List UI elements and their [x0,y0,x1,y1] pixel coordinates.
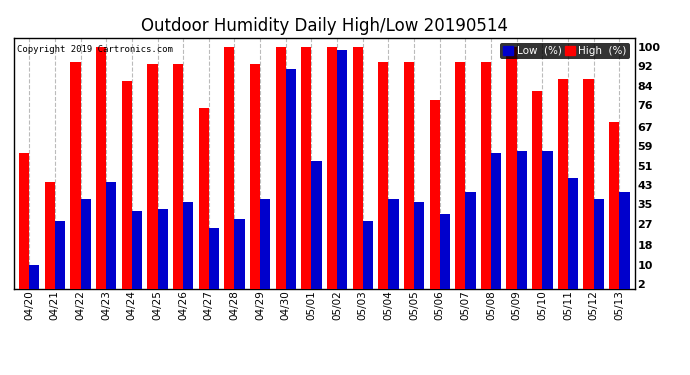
Bar [224,47,235,289]
Bar [199,108,209,289]
Bar [157,209,168,289]
Bar [70,62,81,289]
Bar [506,47,517,289]
Bar [29,265,39,289]
Bar [337,50,347,289]
Bar [235,219,245,289]
Bar [568,178,578,289]
Bar [209,228,219,289]
Bar [173,64,183,289]
Bar [250,64,260,289]
Title: Outdoor Humidity Daily High/Low 20190514: Outdoor Humidity Daily High/Low 20190514 [141,16,508,34]
Bar [302,47,311,289]
Bar [275,47,286,289]
Bar [429,100,440,289]
Bar [532,91,542,289]
Bar [491,153,502,289]
Bar [19,153,29,289]
Bar [455,62,466,289]
Bar [353,47,363,289]
Bar [378,62,388,289]
Bar [327,47,337,289]
Bar [183,202,193,289]
Bar [584,79,593,289]
Bar [517,151,527,289]
Bar [558,79,568,289]
Text: Copyright 2019 Cartronics.com: Copyright 2019 Cartronics.com [17,45,172,54]
Bar [609,122,620,289]
Bar [620,192,630,289]
Bar [311,161,322,289]
Bar [363,221,373,289]
Bar [81,200,91,289]
Bar [106,183,117,289]
Bar [466,192,475,289]
Bar [404,62,414,289]
Bar [542,151,553,289]
Bar [260,200,270,289]
Legend: Low  (%), High  (%): Low (%), High (%) [500,43,629,59]
Bar [414,202,424,289]
Bar [121,81,132,289]
Bar [593,200,604,289]
Bar [286,69,296,289]
Bar [481,62,491,289]
Bar [96,47,106,289]
Bar [132,211,142,289]
Bar [45,183,55,289]
Bar [388,200,399,289]
Bar [147,64,157,289]
Bar [55,221,65,289]
Bar [440,214,450,289]
